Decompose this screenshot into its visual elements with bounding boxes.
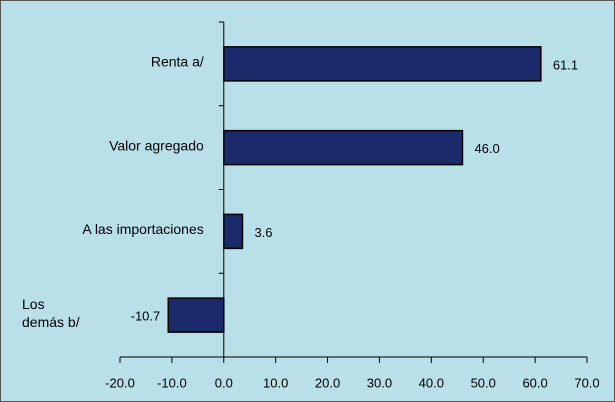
category-label: A las importaciones	[82, 221, 203, 237]
x-tick-label: 40.0	[419, 375, 444, 390]
bar	[167, 297, 225, 333]
x-tick-label: -10.0	[157, 375, 187, 390]
x-tick-label: 20.0	[315, 375, 340, 390]
x-tick-label: -20.0	[105, 375, 135, 390]
x-tick-label: 10.0	[263, 375, 288, 390]
label-line: demás b/	[22, 314, 80, 330]
bar	[223, 213, 244, 250]
category-label: Renta a/	[151, 54, 204, 70]
label-line: Los	[22, 296, 45, 312]
bar	[223, 129, 464, 166]
x-tick-label: 0.0	[215, 375, 233, 390]
x-tick-label: 30.0	[367, 375, 392, 390]
category-label: Los demás b/	[22, 296, 80, 330]
value-label: -10.7	[131, 309, 161, 324]
value-label: 3.6	[254, 225, 272, 240]
bar	[223, 46, 542, 82]
category-label: Valor agregado	[109, 137, 204, 153]
value-label: 61.1	[553, 57, 578, 72]
x-tick-label: 50.0	[471, 375, 496, 390]
x-tick-label: 70.0	[574, 375, 599, 390]
x-tick-label: 60.0	[522, 375, 547, 390]
value-label: 46.0	[474, 141, 499, 156]
